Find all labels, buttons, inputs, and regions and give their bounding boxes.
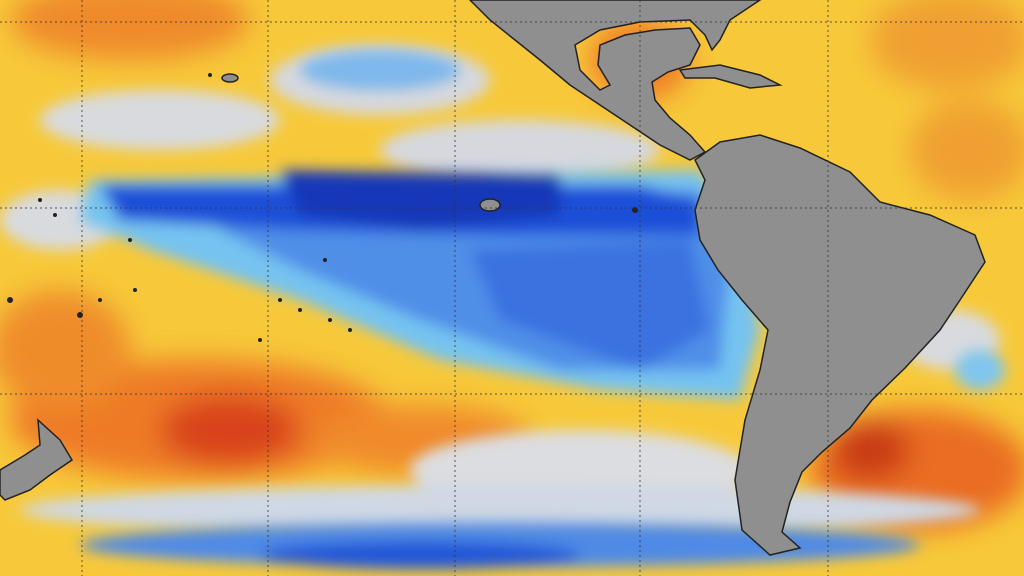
- cuba: [678, 64, 783, 89]
- galapagos: [479, 198, 501, 212]
- new-zealand: [0, 418, 74, 501]
- cool-anomalies: [80, 50, 1005, 569]
- land-masses: [0, 0, 986, 556]
- north-america: [468, 0, 762, 161]
- hawaii: [221, 73, 239, 83]
- islands: [7, 73, 638, 342]
- south-america: [694, 134, 986, 556]
